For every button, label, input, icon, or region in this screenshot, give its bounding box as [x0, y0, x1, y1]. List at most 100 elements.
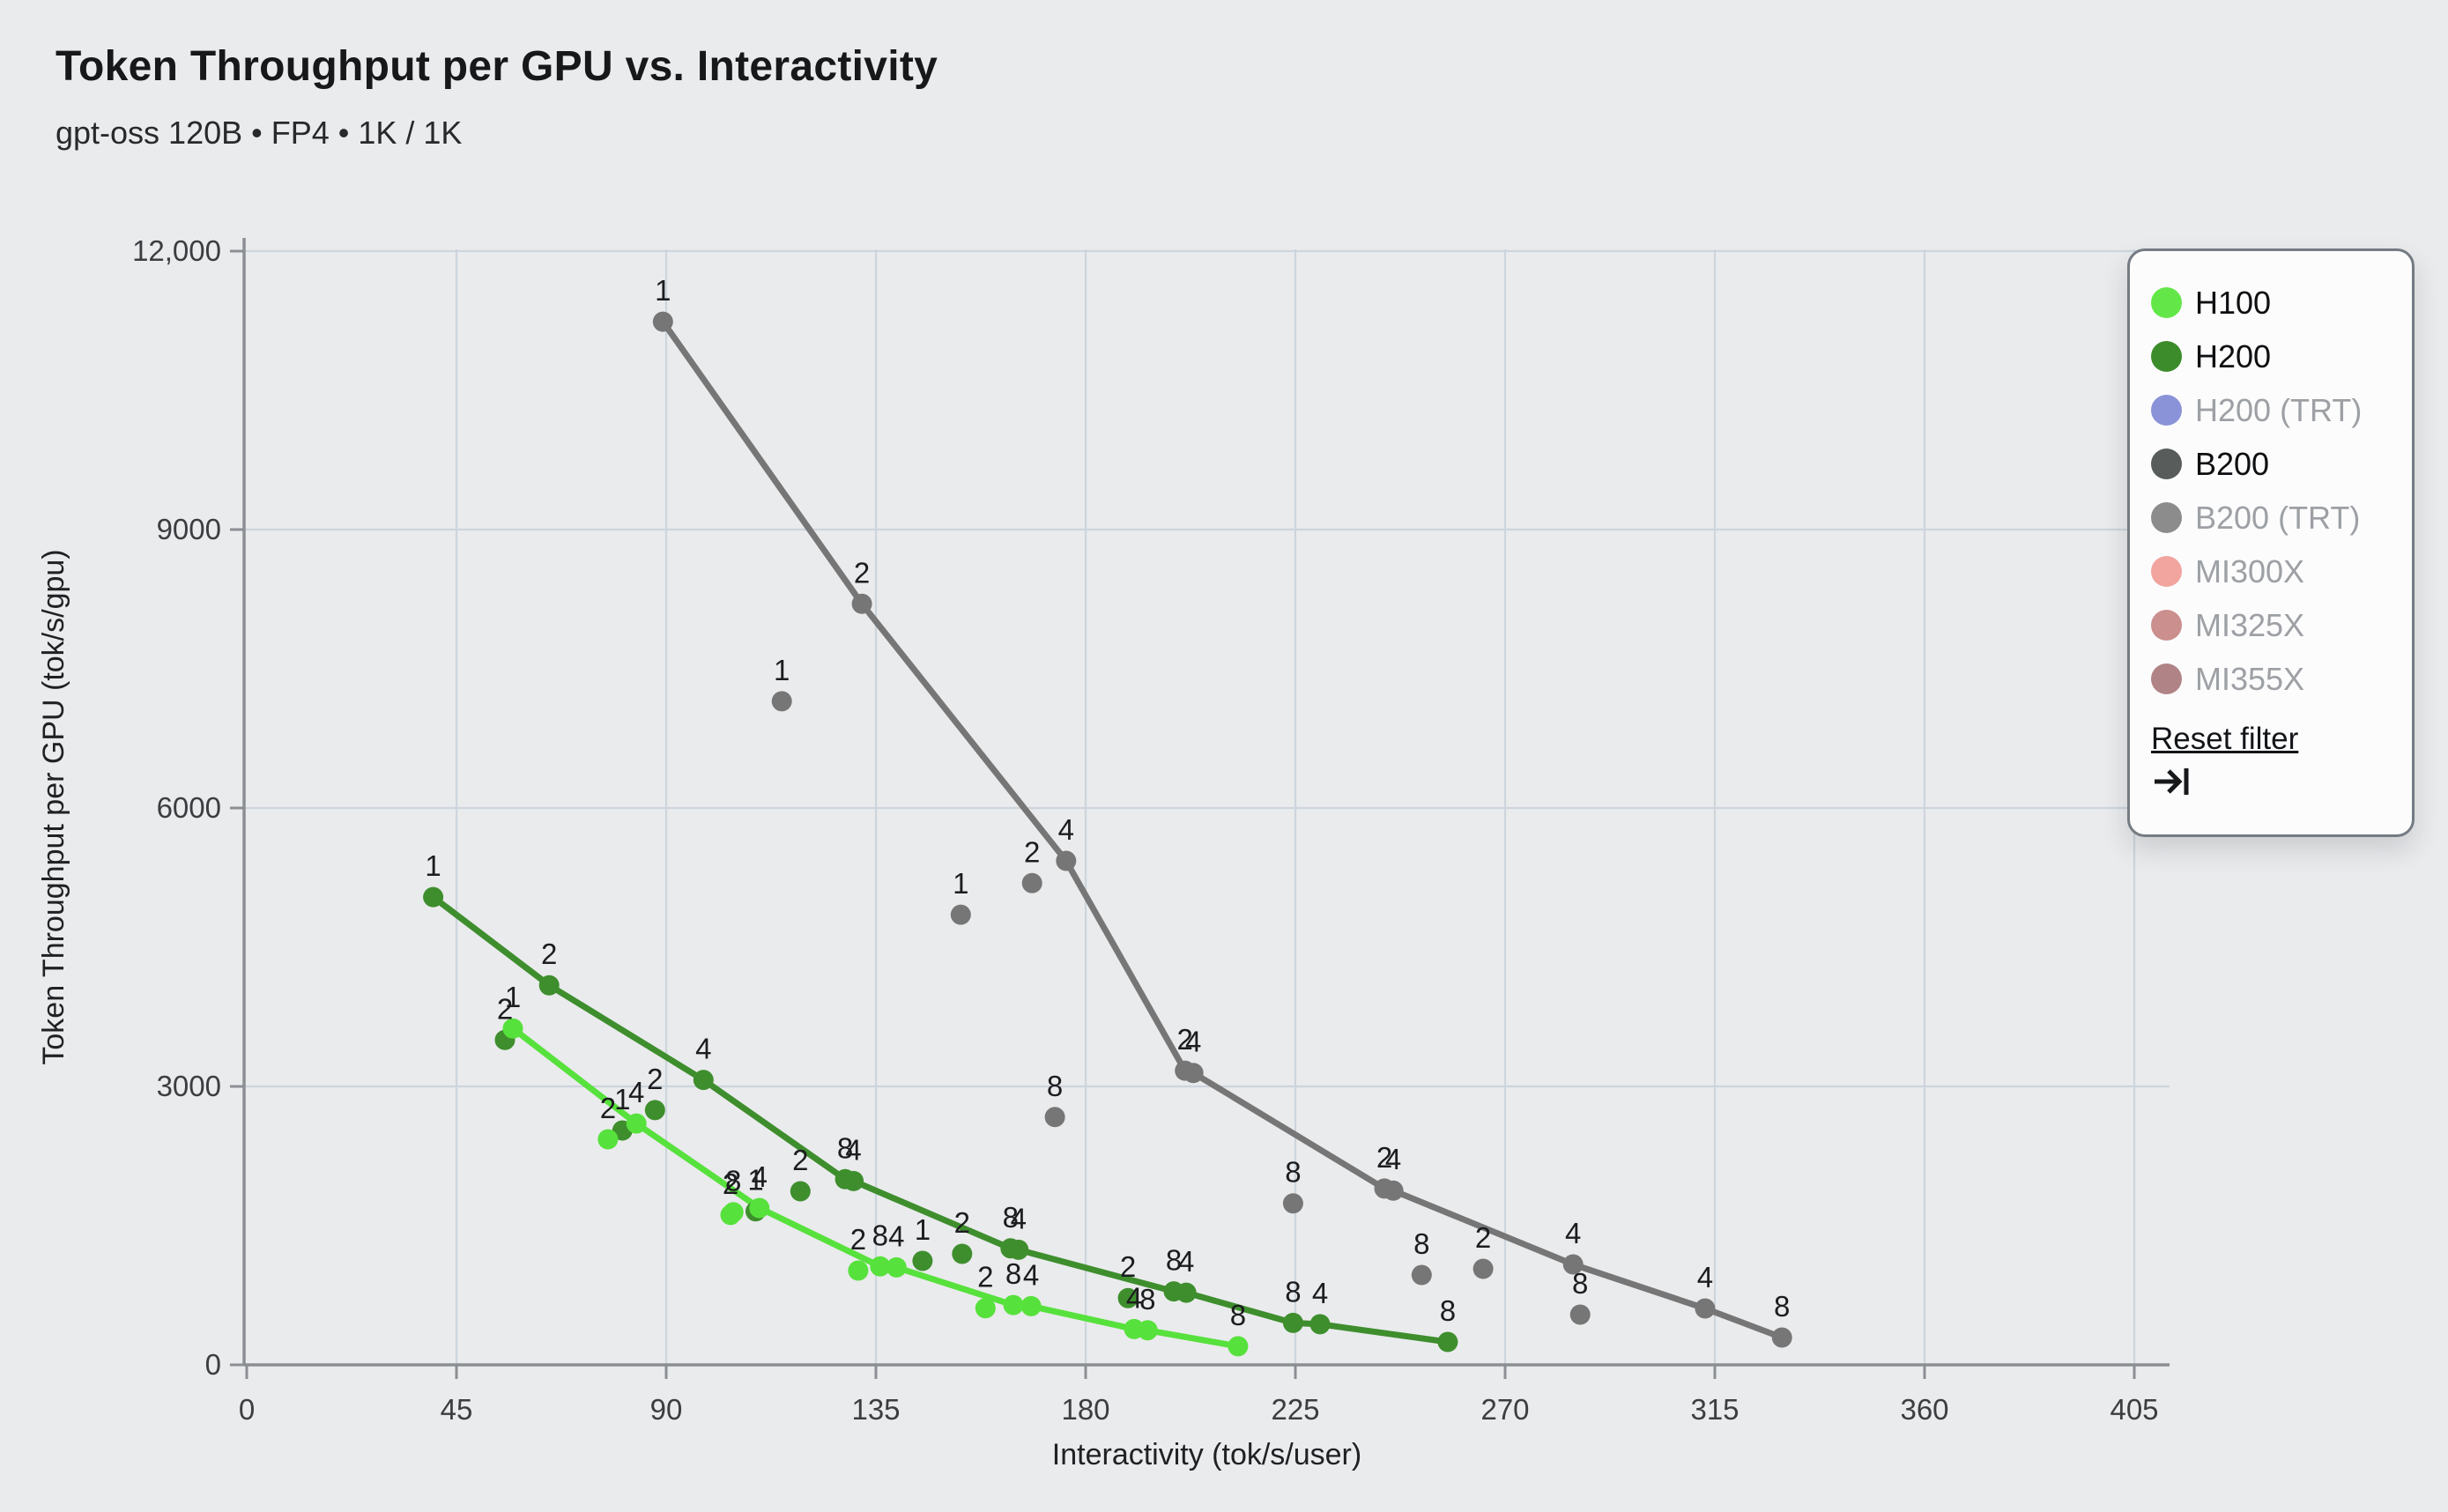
- point-label: 2: [1177, 1023, 1193, 1056]
- legend-item-h100[interactable]: H100: [2151, 276, 2412, 330]
- legend-item-b200-trt[interactable]: B200 (TRT): [2151, 491, 2412, 545]
- data-point-b200[interactable]: [1411, 1264, 1432, 1286]
- x-tick-label: 45: [441, 1393, 473, 1426]
- y-tick-label: 0: [205, 1348, 221, 1381]
- data-point-b200[interactable]: [1044, 1107, 1065, 1128]
- data-point-b200[interactable]: [950, 904, 971, 925]
- data-point-h100[interactable]: [870, 1256, 891, 1277]
- data-point-b200[interactable]: [1183, 1063, 1204, 1084]
- data-point-h200[interactable]: [423, 886, 444, 908]
- data-point-h100[interactable]: [1020, 1295, 1042, 1316]
- data-point-h200[interactable]: [1282, 1312, 1303, 1333]
- y-tick-label: 3000: [157, 1070, 221, 1102]
- data-point-h200[interactable]: [912, 1250, 933, 1271]
- page-subtitle: gpt-oss 120B • FP4 • 1K / 1K: [56, 115, 463, 151]
- point-label: 4: [1011, 1202, 1027, 1234]
- x-axis-title: Interactivity (tok/s/user): [1052, 1438, 1361, 1471]
- data-point-h100[interactable]: [502, 1018, 523, 1039]
- point-label: 1: [774, 654, 790, 686]
- data-point-h200[interactable]: [538, 975, 560, 996]
- point-label: 1: [505, 981, 521, 1013]
- arrow-to-bar-icon[interactable]: [2151, 764, 2412, 804]
- x-tick-label: 360: [1900, 1393, 1948, 1426]
- data-point-h200[interactable]: [1176, 1282, 1197, 1303]
- legend-item-label: B200: [2195, 445, 2270, 482]
- legend-item-mi325x[interactable]: MI325X: [2151, 598, 2412, 652]
- x-tick-label: 315: [1690, 1393, 1739, 1426]
- point-label: 2: [600, 1092, 616, 1124]
- data-point-h200[interactable]: [693, 1070, 714, 1091]
- data-point-b200[interactable]: [771, 691, 792, 712]
- data-point-b200[interactable]: [1056, 850, 1077, 871]
- point-label: 1: [425, 849, 441, 882]
- point-label: 4: [845, 1133, 861, 1166]
- data-point-b200[interactable]: [851, 593, 872, 614]
- data-point-h100[interactable]: [1137, 1320, 1158, 1341]
- point-label: 8: [1285, 1275, 1301, 1308]
- point-label: 8: [1285, 1156, 1301, 1189]
- data-point-h200[interactable]: [790, 1181, 811, 1202]
- data-point-b200[interactable]: [1562, 1254, 1584, 1275]
- data-point-b200[interactable]: [1021, 872, 1042, 893]
- data-point-h200[interactable]: [843, 1170, 864, 1191]
- reset-filter-link[interactable]: Reset filter: [2151, 722, 2299, 756]
- data-point-b200[interactable]: [1569, 1304, 1591, 1325]
- legend-item-mi355x[interactable]: MI355X: [2151, 652, 2412, 706]
- point-label: 8: [1047, 1070, 1063, 1102]
- data-point-b200[interactable]: [1282, 1193, 1303, 1214]
- legend-swatch-icon: [2151, 610, 2182, 641]
- data-point-h100[interactable]: [749, 1197, 770, 1219]
- data-point-h100[interactable]: [886, 1256, 907, 1278]
- data-point-b200[interactable]: [652, 311, 673, 332]
- data-point-h100[interactable]: [848, 1260, 869, 1281]
- point-label: 2: [1475, 1221, 1491, 1254]
- x-tick-label: 225: [1271, 1393, 1319, 1426]
- data-point-h100[interactable]: [1003, 1294, 1024, 1316]
- legend-item-label: H100: [2195, 284, 2272, 321]
- point-label: 8: [1139, 1283, 1155, 1316]
- data-point-h200[interactable]: [644, 1100, 665, 1121]
- point-label: 1: [915, 1213, 931, 1246]
- point-label: 8: [872, 1219, 888, 1251]
- data-point-h200[interactable]: [1309, 1314, 1331, 1335]
- legend-item-label: H200: [2195, 337, 2272, 374]
- y-tick-label: 12,000: [132, 234, 221, 267]
- legend-item-mi300x[interactable]: MI300X: [2151, 545, 2412, 598]
- data-point-h100[interactable]: [975, 1298, 996, 1319]
- point-label: 4: [1023, 1258, 1039, 1291]
- data-point-h100[interactable]: [626, 1113, 647, 1134]
- legend-item-label: B200 (TRT): [2195, 499, 2361, 536]
- point-label: 4: [628, 1076, 644, 1108]
- data-point-h100[interactable]: [597, 1129, 619, 1150]
- data-point-h200[interactable]: [1437, 1331, 1458, 1353]
- point-label: 2: [647, 1063, 663, 1095]
- legend-item-b200[interactable]: B200: [2151, 437, 2412, 491]
- data-point-h200[interactable]: [1117, 1287, 1139, 1308]
- point-label: 1: [614, 1083, 630, 1115]
- x-tick-label: 180: [1061, 1393, 1109, 1426]
- data-point-h100[interactable]: [1228, 1336, 1249, 1357]
- data-point-h200[interactable]: [952, 1243, 973, 1264]
- point-label: 4: [1178, 1245, 1194, 1278]
- data-point-h200[interactable]: [1008, 1239, 1029, 1260]
- data-point-b200[interactable]: [1383, 1180, 1404, 1201]
- legend-item-h200-trt[interactable]: H200 (TRT): [2151, 383, 2412, 437]
- point-label: 2: [541, 938, 557, 970]
- data-point-b200[interactable]: [1771, 1327, 1792, 1348]
- data-point-b200[interactable]: [1695, 1298, 1716, 1319]
- point-label: 1: [953, 867, 968, 900]
- legend-swatch-icon: [2151, 502, 2182, 533]
- legend-item-label: MI300X: [2195, 552, 2305, 589]
- legend-item-label: MI355X: [2195, 660, 2305, 697]
- point-label: 2: [954, 1206, 970, 1239]
- legend-swatch-icon: [2151, 395, 2182, 426]
- point-label: 2: [497, 992, 513, 1025]
- legend-item-h200[interactable]: H200: [2151, 330, 2412, 383]
- point-label: 2: [792, 1144, 808, 1176]
- data-point-b200[interactable]: [1473, 1258, 1494, 1279]
- data-point-h100[interactable]: [723, 1202, 744, 1223]
- legend-item-label: H200 (TRT): [2195, 391, 2363, 428]
